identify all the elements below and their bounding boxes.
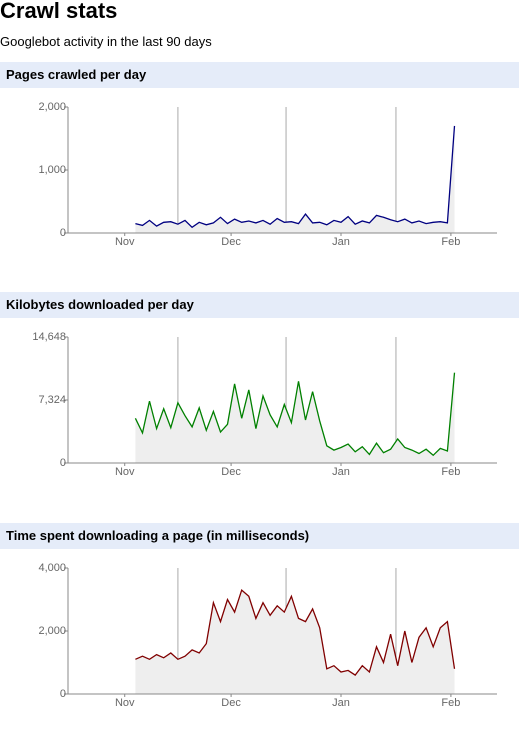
y-tick-label: 2,000 [38, 101, 66, 113]
section-header: Time spent downloading a page (in millis… [0, 523, 519, 549]
y-tick-label: 4,000 [38, 562, 66, 574]
y-tick-label: 1,000 [38, 164, 66, 176]
area [135, 590, 455, 694]
page: Crawl stats Googlebot activity in the la… [0, 0, 519, 709]
x-tick-label: Jan [332, 466, 350, 478]
section-header: Pages crawled per day [0, 62, 519, 88]
y-tick-label: 14,648 [32, 331, 66, 343]
y-tick-label: 0 [60, 688, 66, 700]
x-tick-label: Dec [221, 697, 241, 709]
x-tick-label: Nov [115, 236, 135, 248]
section-header: Kilobytes downloaded per day [0, 292, 519, 318]
line [135, 588, 456, 676]
chart-title: Kilobytes downloaded per day [6, 297, 194, 312]
y-tick-label: 2,000 [38, 625, 66, 637]
chart-title: Pages crawled per day [6, 67, 147, 82]
x-tick-label: Jan [332, 236, 350, 248]
chart-title: Time spent downloading a page (in millis… [6, 528, 310, 543]
x-tick-label: Feb [441, 236, 460, 248]
chart: 0 2,000 4,000 Nov Dec Jan Feb [38, 562, 497, 709]
x-tick-label: Feb [441, 466, 460, 478]
line [135, 125, 456, 229]
y-tick-label: 0 [60, 457, 66, 469]
area [135, 125, 455, 233]
x-tick-label: Dec [221, 466, 241, 478]
x-tick-label: Jan [332, 697, 350, 709]
x-tick-label: Nov [115, 697, 135, 709]
chart: 0 7,324 14,648 Nov Dec Jan Feb [32, 331, 497, 478]
chart: 0 1,000 2,000 Nov Dec Jan Feb [38, 101, 497, 248]
page-title: Crawl stats [0, 0, 118, 23]
line [134, 372, 456, 457]
page-subtitle: Googlebot activity in the last 90 days [0, 34, 212, 49]
x-tick-label: Nov [115, 466, 135, 478]
y-tick-label: 0 [60, 227, 66, 239]
area [135, 372, 455, 463]
x-tick-label: Feb [441, 697, 460, 709]
x-tick-label: Dec [221, 236, 241, 248]
y-tick-label: 7,324 [38, 394, 66, 406]
